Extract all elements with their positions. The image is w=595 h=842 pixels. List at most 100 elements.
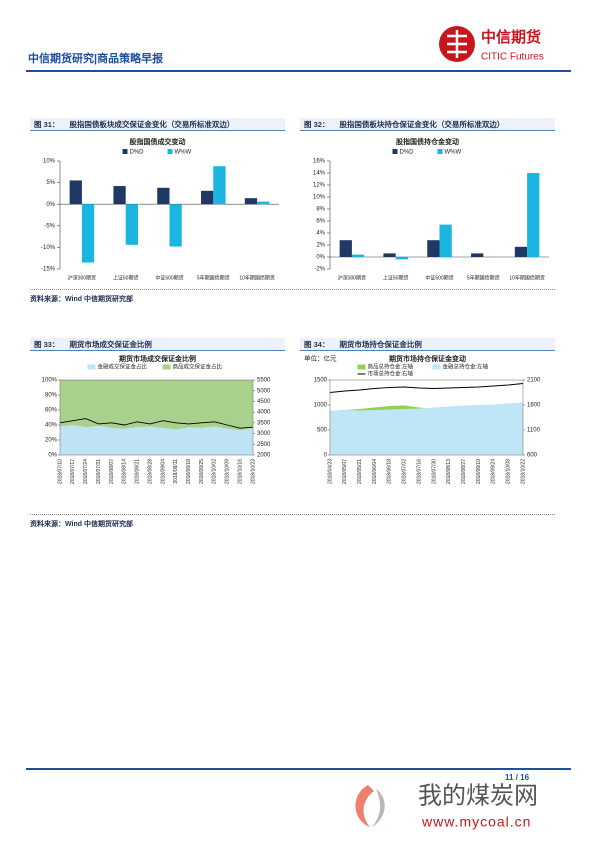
logo-cn: 中信期货	[481, 28, 541, 46]
x-tick-label: 2018/10/08	[505, 459, 511, 484]
x-tick-label: 2018/10/23	[250, 459, 256, 484]
x-tick-label: 2018/07/17	[70, 459, 76, 484]
y-tick-label: -2%	[314, 267, 325, 273]
area	[60, 425, 253, 455]
bar	[125, 204, 138, 245]
y-tick-label: 10%	[313, 195, 326, 201]
legend-swatch	[392, 149, 398, 154]
x-tick-label: 2018/10/09	[225, 459, 231, 484]
chart-title: 股指国债持仓金变动	[395, 137, 459, 146]
y2-tick-label: 4000	[257, 410, 271, 416]
legend-swatch	[437, 149, 443, 154]
x-tick-label: 2018/04/23	[327, 459, 333, 484]
chart-title: 期货市场成交保证金比例	[119, 354, 196, 363]
x-tick-label: 2018/10/22	[520, 459, 526, 484]
y-tick-label: 0%	[46, 202, 55, 208]
x-tick-label: 2018/08/21	[135, 459, 141, 484]
x-tick-label: 2018/09/10	[476, 459, 482, 484]
legend-label: D%D	[130, 150, 145, 156]
y-tick-label: 100%	[42, 378, 58, 384]
legend-label: 金融总持仓金:左轴	[443, 362, 489, 370]
y2-tick-label: 5000	[257, 388, 271, 394]
bar	[157, 187, 170, 205]
watermark-flame	[372, 789, 385, 827]
figure-number: 图 33：	[34, 340, 60, 349]
x-tick-label: 2018/08/14	[122, 459, 128, 484]
legend-swatch	[357, 364, 366, 370]
y2-tick-label: 2100	[527, 378, 541, 384]
bar	[81, 204, 95, 263]
x-tick-label: 中证500期货	[425, 274, 453, 281]
bar	[427, 240, 440, 257]
watermark-url: www.mycoal.cn	[421, 814, 531, 830]
page-number: 11 / 16	[505, 773, 530, 782]
figure-title: 期货市场持仓保证金比例	[339, 340, 422, 349]
logo-pattern	[447, 30, 467, 58]
y-tick-label: 40%	[45, 423, 58, 429]
legend-label: W%W	[445, 150, 462, 156]
source-note: 资料来源：Wind 中信期货研究部	[30, 514, 555, 529]
watermark-cn: 我的煤炭网	[418, 782, 538, 809]
footer-rule	[26, 768, 571, 770]
y-tick-label: 500	[317, 428, 328, 434]
logo: 中信期货 CITIC Futures	[439, 26, 544, 63]
y2-tick-label: 1100	[527, 428, 541, 434]
figure-caption: 图 33： 期货市场成交保证金比例	[30, 338, 285, 351]
x-tick-label: 中证500期货	[155, 274, 183, 281]
bar	[439, 224, 452, 257]
legend-label: 金融成交保证金占比	[98, 362, 148, 370]
y-tick-label: 20%	[45, 438, 58, 444]
bar	[339, 240, 352, 257]
y-tick-label: 2%	[316, 243, 325, 249]
y-tick-label: 10%	[43, 159, 56, 165]
figure-caption: 图 32： 股指国债板块持仓保证金变化（交易所标准双边）	[300, 118, 555, 131]
figure-number: 图 32：	[304, 120, 330, 129]
y-tick-label: 5%	[46, 180, 55, 186]
figure-caption: 图 31： 股指国债板块成交保证金变化（交易所标准双边）	[30, 118, 285, 131]
x-tick-label: 2018/10/02	[212, 459, 218, 484]
figure-number: 图 31：	[34, 120, 60, 129]
y-tick-label: 0%	[48, 453, 57, 459]
y2-tick-label: 1600	[527, 403, 541, 409]
bar	[351, 254, 365, 257]
x-tick-label: 2018/09/11	[173, 459, 179, 484]
x-tick-label: 10年期国债期货	[239, 274, 275, 281]
area	[330, 402, 523, 455]
x-tick-label: 2018/09/24	[491, 459, 497, 484]
x-tick-label: 上证50期货	[113, 274, 139, 281]
bar	[213, 166, 226, 205]
y2-tick-label: 5500	[257, 378, 271, 384]
y-tick-label: 12%	[313, 183, 326, 189]
x-tick-label: 2018/07/02	[402, 459, 408, 484]
x-tick-label: 5年期国债期货	[467, 274, 500, 281]
y2-tick-label: 3000	[257, 431, 271, 437]
x-tick-label: 2018/07/31	[96, 459, 102, 484]
y2-tick-label: 600	[527, 453, 538, 459]
y-tick-label: 6%	[316, 219, 325, 225]
chart-title: 股指国债成交变动	[129, 137, 186, 146]
y-tick-label: 60%	[45, 408, 58, 414]
bar	[527, 173, 540, 257]
bar	[69, 180, 82, 205]
x-tick-label: 2018/06/18	[387, 459, 393, 484]
y-tick-label: 4%	[316, 231, 325, 237]
x-tick-label: 2018/07/24	[83, 459, 89, 484]
legend-swatch	[432, 364, 441, 370]
bar	[201, 190, 214, 205]
y2-tick-label: 2000	[257, 453, 271, 459]
legend-label: 商品总持仓金:左轴	[368, 362, 414, 370]
line	[329, 383, 524, 393]
figure-title: 股指国债板块持仓保证金变化（交易所标准双边）	[339, 120, 505, 129]
legend-swatch	[162, 364, 171, 370]
y-tick-label: 80%	[45, 393, 58, 399]
header-title: 中信期货研究|商品策略早报	[28, 53, 164, 65]
x-tick-label: 沪深300期货	[338, 274, 366, 281]
x-tick-label: 2018/09/04	[160, 459, 166, 484]
x-tick-label: 2018/07/30	[431, 459, 437, 484]
x-tick-label: 2018/05/21	[357, 459, 363, 484]
watermark-flame	[355, 785, 374, 827]
x-tick-label: 2018/07/16	[416, 459, 422, 484]
bar	[257, 201, 270, 205]
x-tick-label: 2018/09/18	[186, 459, 192, 484]
